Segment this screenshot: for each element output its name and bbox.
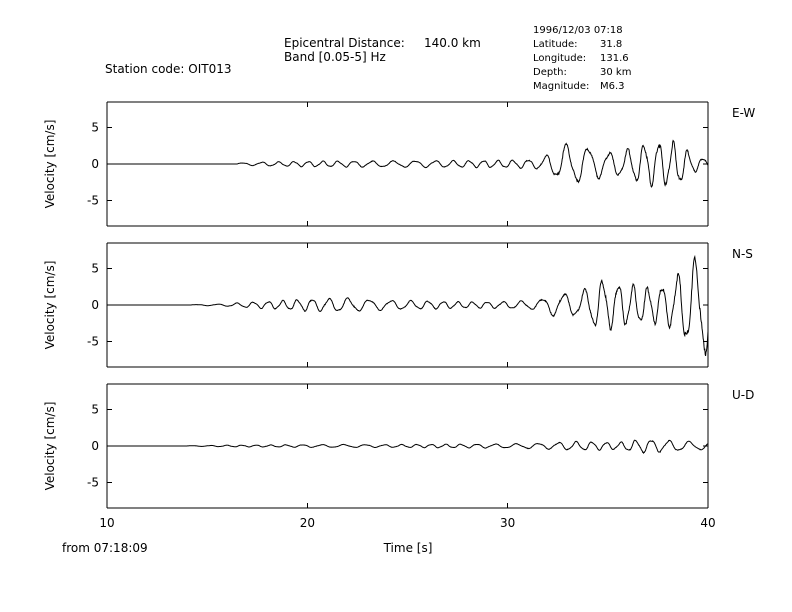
longitude-value: 131.6 bbox=[600, 53, 629, 64]
panel-e-w: 5 0 -5 Velocity [cm/s] E-W bbox=[43, 101, 755, 227]
y-tick-label: 5 bbox=[91, 262, 99, 276]
component-label: E-W bbox=[732, 106, 755, 120]
component-label: U-D bbox=[732, 388, 754, 402]
panels: 5 0 -5 Velocity [cm/s] E-W 5 0 -5 Velocity [cm/s… bbox=[43, 101, 755, 509]
x-tick-label: 10 bbox=[99, 516, 114, 530]
longitude-label: Longitude: bbox=[533, 53, 586, 64]
latitude-value: 31.8 bbox=[600, 39, 622, 50]
x-tick-label: 20 bbox=[300, 516, 315, 530]
band-label: Band [0.05-5] Hz bbox=[284, 50, 386, 64]
panel-u-d: 5 0 -5 Velocity [cm/s] U-D bbox=[43, 383, 754, 509]
waveform-n-s bbox=[107, 254, 709, 357]
y-tick-label: 0 bbox=[91, 157, 99, 171]
waveform-e-w bbox=[107, 139, 709, 188]
event-info: 1996/12/03 07:18 Latitude: 31.8 Longitud… bbox=[533, 25, 631, 92]
component-label: N-S bbox=[732, 247, 753, 261]
event-datetime: 1996/12/03 07:18 bbox=[533, 25, 623, 36]
latitude-label: Latitude: bbox=[533, 39, 578, 50]
y-axis-label: Velocity [cm/s] bbox=[43, 261, 57, 350]
y-tick-label: 0 bbox=[91, 298, 99, 312]
y-tick-label: -5 bbox=[87, 193, 99, 207]
y-tick-label: 0 bbox=[91, 439, 99, 453]
waveform-u-d bbox=[107, 439, 709, 454]
x-tick-label: 30 bbox=[500, 516, 515, 530]
y-axis-label: Velocity [cm/s] bbox=[43, 120, 57, 209]
x-axis-label: Time [s] bbox=[383, 541, 433, 555]
depth-value: 30 km bbox=[600, 67, 631, 78]
y-axis-label: Velocity [cm/s] bbox=[43, 402, 57, 491]
start-time-label: from 07:18:09 bbox=[62, 541, 148, 555]
epicentral-distance-value: 140.0 km bbox=[424, 36, 481, 50]
panel-n-s: 5 0 -5 Velocity [cm/s] N-S bbox=[43, 242, 753, 368]
magnitude-label: Magnitude: bbox=[533, 81, 589, 92]
x-tick-labels: 10 20 30 40 bbox=[99, 516, 715, 530]
magnitude-value: M6.3 bbox=[600, 81, 625, 92]
x-tick-label: 40 bbox=[700, 516, 715, 530]
y-tick-label: -5 bbox=[87, 334, 99, 348]
y-tick-label: 5 bbox=[91, 121, 99, 135]
epicentral-distance-label: Epicentral Distance: bbox=[284, 36, 405, 50]
depth-label: Depth: bbox=[533, 67, 567, 78]
y-tick-label: 5 bbox=[91, 403, 99, 417]
station-code-label: Station code: OIT013 bbox=[105, 62, 232, 76]
y-tick-label: -5 bbox=[87, 475, 99, 489]
